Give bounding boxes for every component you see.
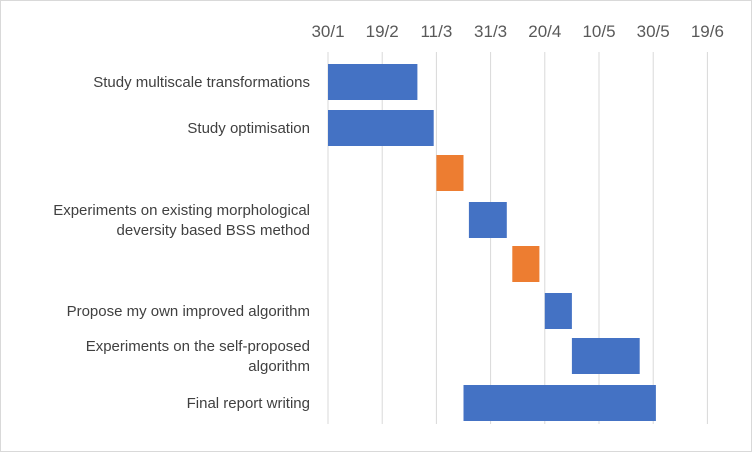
category-label: Study optimisation [187, 120, 310, 137]
category-label: Study multiscale transformations [93, 74, 310, 91]
gantt-bar [328, 110, 434, 146]
gantt-bar [468, 202, 507, 238]
gantt-bar [328, 64, 418, 100]
x-tick-label: 10/5 [582, 22, 615, 41]
x-tick-label: 31/3 [474, 22, 507, 41]
x-tick-label: 30/1 [311, 22, 344, 41]
category-label: Propose my own improved algorithm [67, 303, 310, 320]
gantt-bar [571, 338, 640, 374]
gantt-bar [544, 293, 572, 329]
x-tick-label: 11/3 [420, 22, 452, 41]
category-label: Experiments on the self-proposed [86, 338, 310, 355]
category-label: Experiments on existing morphological [53, 202, 310, 219]
x-tick-label: 20/4 [528, 22, 561, 41]
gantt-bar [436, 155, 464, 191]
x-tick-label: 19/6 [691, 22, 724, 41]
x-tick-label: 19/2 [366, 22, 399, 41]
category-label: Final report writing [187, 395, 310, 412]
x-tick-label: 30/5 [637, 22, 670, 41]
gantt-bar [463, 385, 656, 421]
category-label: algorithm [248, 358, 310, 375]
gantt-bar [512, 246, 540, 282]
category-label: deversity based BSS method [117, 222, 310, 239]
